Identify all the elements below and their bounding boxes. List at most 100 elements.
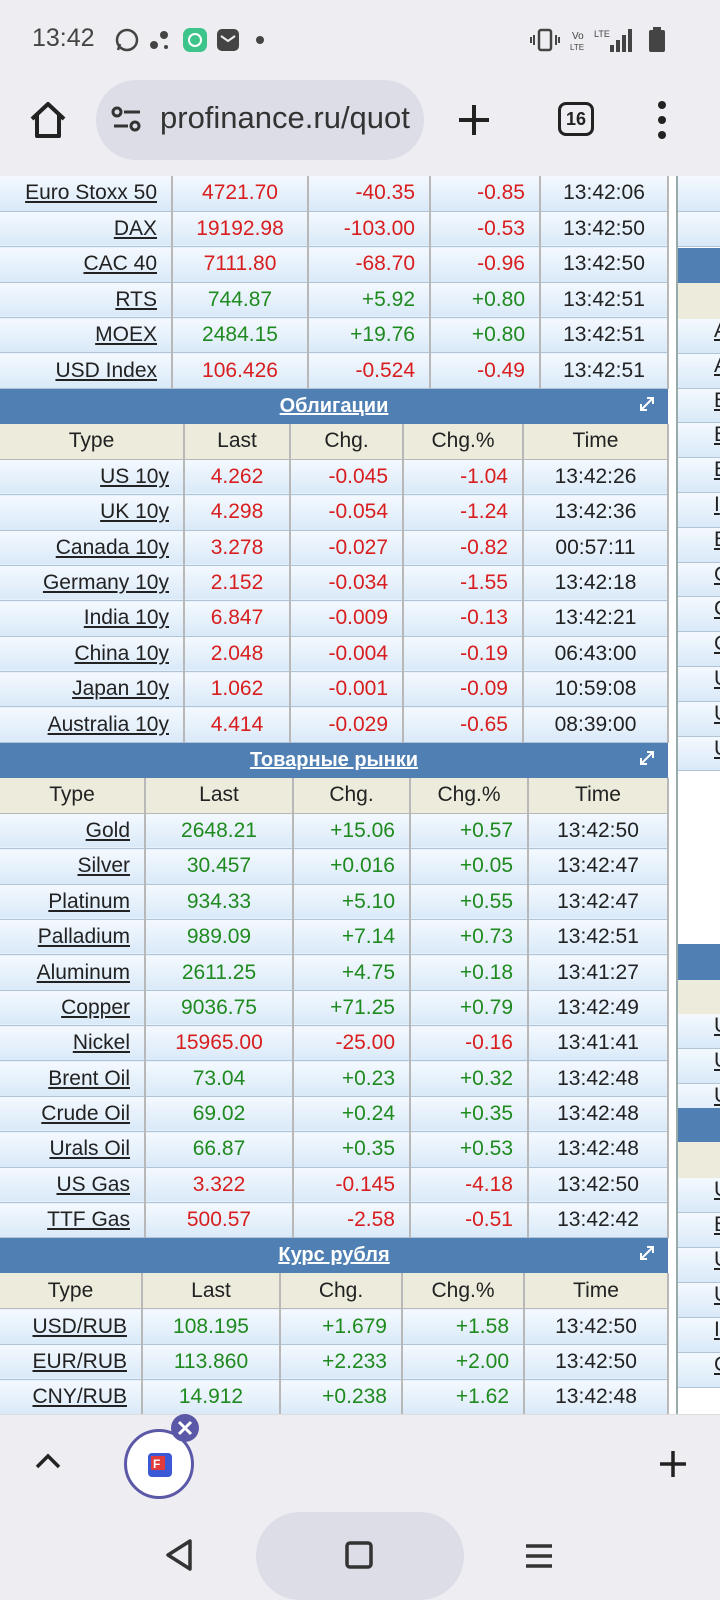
home-icon[interactable] (28, 100, 68, 140)
more-options-icon[interactable] (656, 100, 668, 140)
instrument-name-link[interactable]: CAC 40 (0, 246, 173, 283)
ruble-section-title[interactable]: Курс рубля (278, 1244, 390, 1267)
instrument-name-link[interactable]: India 10y (0, 600, 185, 637)
instrument-name-link[interactable]: US 10y (0, 459, 185, 496)
instrument-name-link[interactable]: Brent Oil (0, 1060, 146, 1097)
right-column-cell[interactable]: U (678, 1248, 720, 1283)
instrument-name-link[interactable]: US Gas (0, 1167, 146, 1204)
right-column-cell[interactable]: C (678, 632, 720, 667)
chevron-up-icon[interactable] (34, 1451, 62, 1471)
expand-icon[interactable] (638, 749, 656, 767)
instrument-name-link[interactable]: Aluminum (0, 954, 146, 991)
instrument-name-link[interactable]: Urals Oil (0, 1131, 146, 1168)
instrument-name-link[interactable]: Platinum (0, 884, 146, 920)
right-column-cell[interactable]: C (678, 1353, 720, 1388)
url-text[interactable]: profinance.ru/quotes (160, 100, 410, 135)
instrument-name-link[interactable]: Copper (0, 990, 146, 1027)
instrument-name-link[interactable]: CNY/RUB (0, 1379, 143, 1414)
instrument-name-link[interactable]: USD/RUB (0, 1308, 143, 1345)
right-column-cell[interactable]: Ef (678, 1213, 720, 1248)
instrument-name-link[interactable]: Gold (0, 813, 146, 850)
right-column-cell[interactable]: U (678, 667, 720, 702)
last-price: 4.262 (184, 459, 291, 496)
status-time: 13:42 (32, 24, 95, 52)
last-price: 19192.98 (172, 211, 309, 248)
right-column-cell[interactable]: E (678, 388, 720, 424)
table-row: Platinum 934.33 +5.10 +0.55 13:42:47 (0, 884, 669, 920)
instrument-name-link[interactable]: RTS (0, 282, 173, 319)
right-column-cell[interactable]: U (678, 701, 720, 737)
instrument-name-link[interactable]: Palladium (0, 919, 146, 956)
instrument-name-link[interactable]: EUR/RUB (0, 1344, 143, 1381)
column-header: Time (524, 1273, 669, 1310)
table-row: EUR/RUB 113.860 +2.233 +2.00 13:42:50 (0, 1344, 669, 1381)
recents-square-icon[interactable] (344, 1540, 374, 1570)
right-column-cell[interactable]: G (678, 562, 720, 598)
bonds-section-title[interactable]: Облигации (279, 394, 389, 417)
ruble-section-header[interactable]: Курс рубля (0, 1238, 668, 1274)
instrument-name-link[interactable]: Silver (0, 848, 146, 885)
instrument-name-link[interactable]: DAX (0, 211, 173, 248)
right-column-cell[interactable]: A (678, 353, 720, 389)
instrument-name-link[interactable]: Euro Stoxx 50 (0, 176, 173, 212)
change-value: +0.238 (280, 1379, 403, 1414)
change-value: -0.034 (290, 565, 404, 602)
last-price: 4.298 (184, 494, 291, 531)
back-icon[interactable] (164, 1538, 194, 1572)
last-price: 4.414 (184, 706, 291, 743)
instrument-name-link[interactable]: Crude Oil (0, 1096, 146, 1133)
right-column-cell[interactable]: U (678, 1049, 720, 1084)
commodities-table: Type Last Chg. Chg.% Time Gold 2648.21 +15.06 +… (0, 777, 669, 1239)
right-column-cell (678, 212, 720, 247)
site-settings-icon[interactable] (110, 104, 144, 134)
quote-time: 13:42:36 (523, 494, 669, 531)
instrument-name-link[interactable]: Canada 10y (0, 530, 185, 566)
change-percent: -0.49 (430, 352, 541, 389)
instrument-name-link[interactable]: Nickel (0, 1025, 146, 1062)
change-percent: -0.82 (403, 530, 524, 566)
right-column-cell[interactable]: E (678, 458, 720, 493)
table-row: CNY/RUB 14.912 +0.238 +1.62 13:42:48 (0, 1379, 669, 1414)
change-value: +4.75 (293, 954, 411, 991)
column-header: Chg. (293, 777, 411, 814)
right-column-cell[interactable]: E (678, 423, 720, 459)
last-price: 14.912 (142, 1379, 281, 1414)
expand-icon[interactable] (638, 1244, 656, 1262)
instrument-name-link[interactable]: USD Index (0, 352, 173, 389)
close-icon[interactable] (170, 1413, 200, 1443)
instrument-name-link[interactable]: UK 10y (0, 494, 185, 531)
right-column-cell[interactable]: I (678, 1318, 720, 1353)
commodities-section-header[interactable]: Товарные рынки (0, 742, 668, 778)
right-column-cell[interactable]: C (678, 597, 720, 633)
quote-time: 13:42:47 (528, 848, 669, 885)
home-button[interactable] (256, 1512, 464, 1600)
change-percent: -0.53 (430, 211, 541, 248)
commodities-section-title[interactable]: Товарные рынки (249, 748, 419, 771)
last-price: 934.33 (145, 884, 294, 920)
instrument-name-link[interactable]: TTF Gas (0, 1202, 146, 1239)
right-column-cell[interactable]: I (678, 493, 720, 528)
last-price: 2484.15 (172, 317, 309, 354)
address-bar[interactable] (96, 80, 424, 160)
instrument-name-link[interactable]: China 10y (0, 636, 185, 673)
quote-time: 13:42:51 (540, 352, 669, 389)
last-price: 2611.25 (145, 954, 294, 991)
right-column-cell[interactable]: A (678, 319, 720, 354)
right-column-cell[interactable]: U (678, 1014, 720, 1049)
bonds-section-header[interactable]: Облигации (0, 388, 668, 424)
menu-icon[interactable] (524, 1542, 554, 1570)
new-tab-icon[interactable] (456, 102, 492, 138)
quote-time: 13:41:27 (528, 954, 669, 991)
instrument-name-link[interactable]: Australia 10y (0, 706, 185, 743)
instrument-name-link[interactable]: MOEX (0, 317, 173, 354)
instrument-name-link[interactable]: Germany 10y (0, 565, 185, 602)
add-tab-icon[interactable] (658, 1449, 688, 1479)
right-column-cell[interactable]: U (678, 1283, 720, 1318)
right-column-cell[interactable]: U (678, 1178, 720, 1213)
tab-switcher-button[interactable]: 16 (558, 102, 594, 136)
right-column-cell[interactable]: U (678, 736, 720, 772)
instrument-name-link[interactable]: Japan 10y (0, 671, 185, 708)
quote-time: 00:57:11 (523, 530, 669, 566)
right-column-cell[interactable]: E (678, 527, 720, 563)
expand-icon[interactable] (638, 395, 656, 413)
